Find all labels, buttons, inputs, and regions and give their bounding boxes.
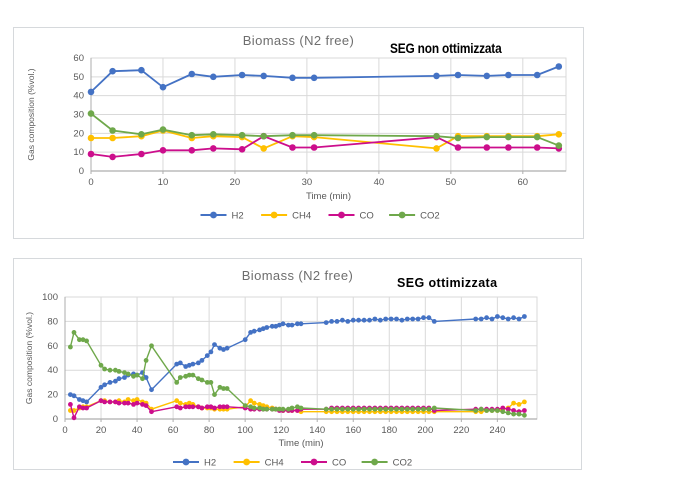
chart-annotation: SEG ottimizzata — [397, 276, 498, 290]
legend-item-CH4: CH4 — [261, 211, 311, 222]
legend-label-CO: CO — [332, 458, 346, 469]
chart-text: 240 — [489, 425, 505, 436]
chart-text: 50 — [73, 72, 84, 83]
legend-label-CH4: CH4 — [292, 211, 311, 222]
x-axis: 0 20 40 60 80 100 120 140 160 180 200 220 240 — [62, 418, 537, 436]
chart-text: 20 — [47, 390, 58, 401]
chart-text: 0 — [88, 177, 93, 188]
chart-text: 200 — [417, 425, 433, 436]
chart-text: 20 — [73, 128, 84, 139]
legend-label-CH4: CH4 — [265, 458, 284, 469]
chart-text: 50 — [446, 177, 457, 188]
chart-text: 40 — [73, 91, 84, 102]
legend-item-CO2: CO2 — [389, 211, 440, 222]
chart-text: 30 — [73, 110, 84, 121]
chart-text: 60 — [73, 53, 84, 64]
legend-item-H2: H2 — [173, 458, 216, 469]
chart-text: 40 — [47, 365, 58, 376]
legend-item-H2: H2 — [200, 211, 244, 222]
chart-text: 20 — [96, 425, 107, 436]
series-CO2 — [87, 110, 563, 149]
chart-text: 80 — [47, 316, 58, 327]
chart-text: 40 — [374, 177, 385, 188]
chart-text: 160 — [345, 425, 361, 436]
chart-text: 80 — [204, 425, 215, 436]
line-chart-non-ottimizzata: 0 10 20 30 40 50 60 0 10 20 30 40 50 60 Time (min) Gas … — [26, 53, 567, 222]
chart-text: 0 — [53, 414, 58, 425]
chart-panel-ottimizzata: 0 20 40 60 80 100 120 140 160 180 200 220 240 0 20 40 60… — [13, 258, 582, 470]
chart-text: 220 — [453, 425, 469, 436]
x-axis-title: Time (min) — [278, 438, 323, 449]
legend-marker-CO2 — [398, 211, 406, 219]
legend-label-CO: CO — [360, 211, 374, 222]
legend: H2 CH4 CO CO2 — [173, 458, 412, 469]
legend-marker-CO — [310, 458, 318, 466]
series-H2 — [87, 63, 563, 96]
chart-text: 20 — [230, 177, 241, 188]
legend-label-CO2: CO2 — [420, 211, 440, 222]
y-axis: 0 20 40 60 80 100 — [42, 292, 66, 425]
chart-text: 120 — [273, 425, 289, 436]
y-axis-title: Gas composition (%vol.) — [26, 68, 36, 160]
legend: H2 CH4 CO CO2 — [200, 211, 440, 222]
legend-label-H2: H2 — [204, 458, 216, 469]
legend-item-CO2: CO2 — [361, 458, 413, 469]
line-chart-ottimizzata: 0 20 40 60 80 100 120 140 160 180 200 220 240 0 20 40 60… — [24, 292, 538, 469]
chart-text: 60 — [518, 177, 529, 188]
chart-text: 100 — [42, 292, 58, 303]
chart-text: 30 — [302, 177, 313, 188]
chart-text: 40 — [132, 425, 143, 436]
x-axis: 0 10 20 30 40 50 60 — [88, 170, 566, 188]
legend-item-CH4: CH4 — [233, 458, 284, 469]
legend-marker-CO2 — [371, 458, 378, 466]
series-CO2 — [68, 330, 527, 418]
chart-text: 0 — [62, 425, 67, 436]
chart-text: 10 — [158, 177, 169, 188]
chart-panel-non-ottimizzata: 0 10 20 30 40 50 60 0 10 20 30 40 50 60 Time (min) Gas … — [13, 27, 584, 239]
chart-text: 100 — [237, 425, 253, 436]
legend-marker-H2 — [182, 458, 190, 466]
x-axis-title: Time (min) — [306, 191, 351, 202]
legend-marker-CH4 — [270, 211, 278, 219]
chart-text: 60 — [47, 341, 58, 352]
legend-item-CO: CO — [301, 458, 346, 469]
chart-title: Biomass (N2 free) — [242, 33, 355, 48]
chart-text: 0 — [79, 166, 84, 177]
legend-label-H2: H2 — [232, 211, 244, 222]
legend-item-CO: CO — [328, 211, 374, 222]
legend-marker-H2 — [210, 211, 217, 219]
chart-text: 10 — [73, 147, 84, 158]
legend-marker-CH4 — [243, 458, 251, 466]
chart-text: 60 — [168, 425, 179, 436]
y-axis-title: Gas composition (%vol.) — [24, 312, 34, 404]
chart-annotation: SEG non ottimizzata — [390, 41, 502, 56]
chart-title: Biomass (N2 free) — [241, 268, 354, 283]
chart-text: 140 — [309, 425, 325, 436]
legend-marker-CO — [338, 211, 345, 219]
legend-label-CO2: CO2 — [393, 458, 413, 469]
chart-text: 180 — [381, 425, 397, 436]
